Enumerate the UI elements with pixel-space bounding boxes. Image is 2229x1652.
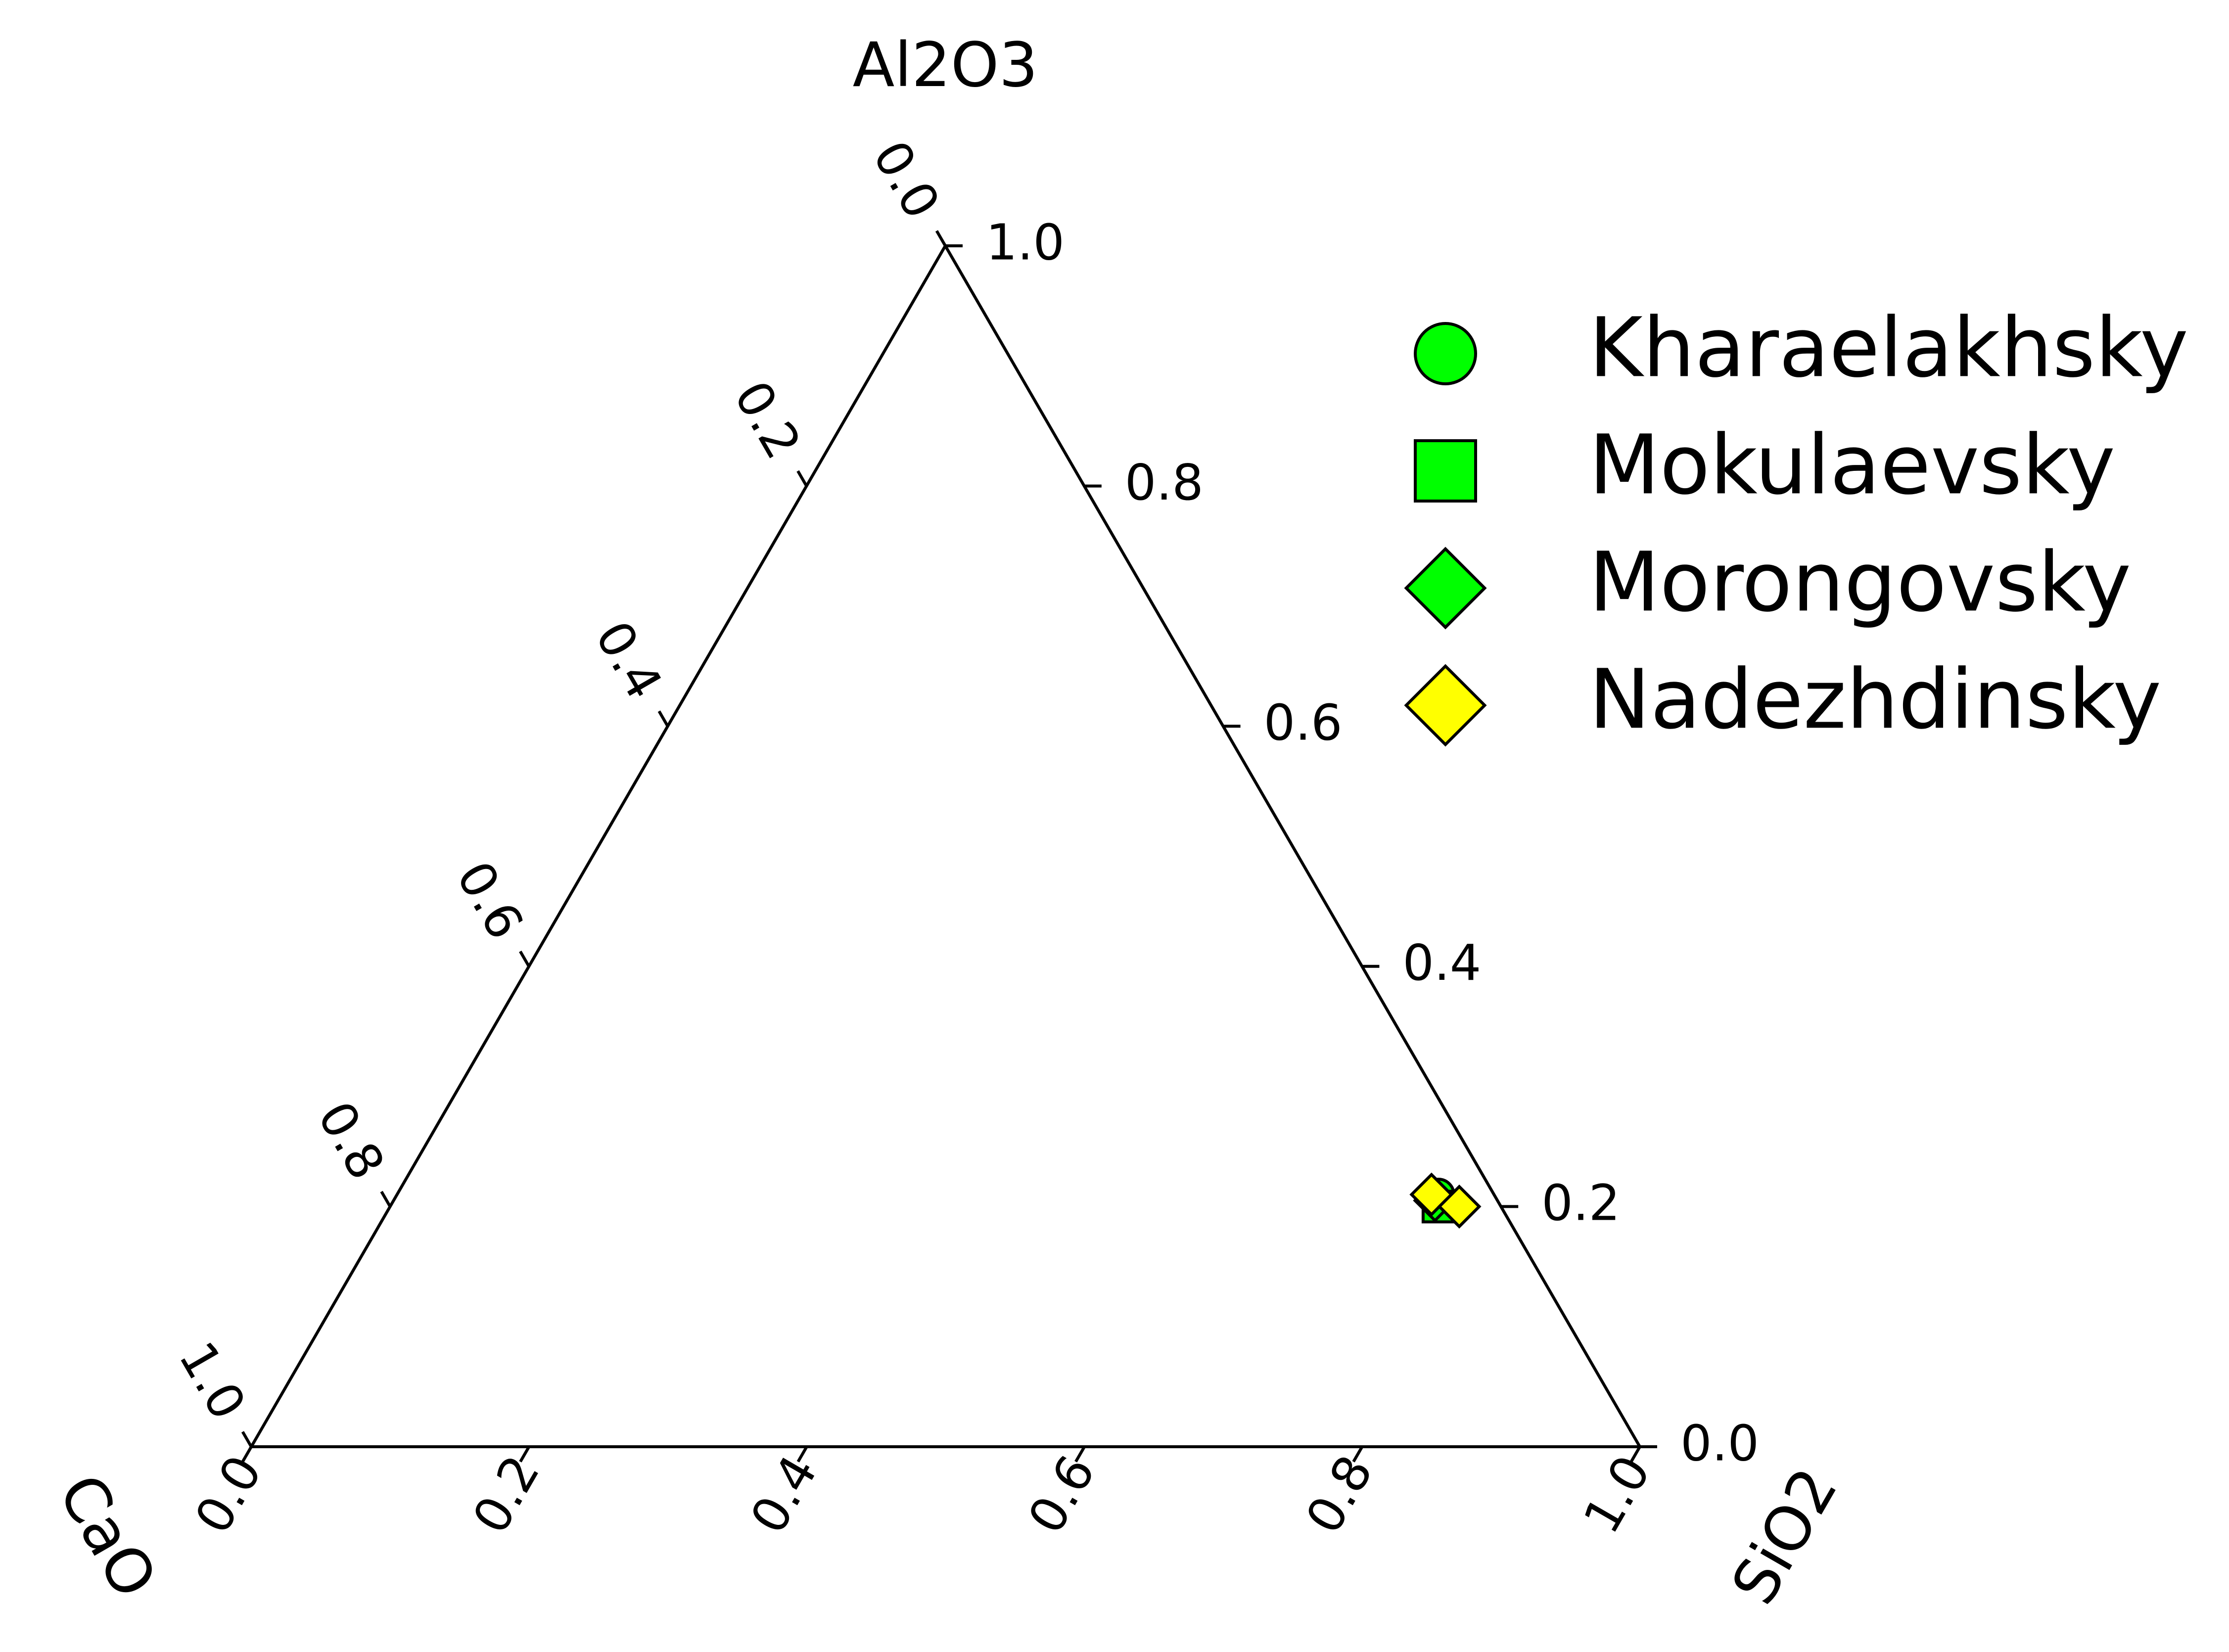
legend-label: Mokulaevsky [1589,417,2115,513]
bottom-axis-tick [1074,1446,1086,1463]
left-axis-tick [519,950,530,967]
left-axis-tick-label: 0.6 [445,852,535,949]
left-axis-tick [935,230,947,247]
bottom-axis-tick [241,1446,253,1463]
points-layer [1409,1172,1482,1229]
left-axis-tick [380,1191,392,1207]
right-axis-tick-label: 0.8 [1125,454,1204,511]
bottom-axis-tick-label: 0.2 [462,1446,551,1543]
left-axis-tick [657,710,669,727]
bottom-axis-tick [1352,1446,1364,1463]
left-axis-tick-label: 1.0 [168,1332,257,1429]
right-axis-tick-label: 0.4 [1402,934,1481,992]
right-axis-tick-label: 0.6 [1264,694,1343,752]
left-axis-tick-label: 0.0 [862,131,951,228]
right-axis-tick-label: 1.0 [986,213,1065,271]
triangle-frame [248,243,1643,1448]
left-axis-tick [241,1431,253,1448]
bottom-axis-tick-label: 0.4 [739,1446,829,1543]
legend-marker-mokulaevsky [1414,439,1477,503]
bottom-axis-tick [1629,1446,1641,1463]
data-point-nadezhdinsky [1437,1184,1482,1229]
right-axis-tick-label: 0.0 [1680,1414,1759,1472]
axes-layer: 0.0 0.2 0.4 0.6 0.8 1.0 0.0 0.2 0.4 0.6 0.8 1.0 0.0 0… [44,30,1852,1616]
bottom-axis-tick-label: 0.0 [184,1446,273,1543]
bottom-axis-tick [519,1446,530,1463]
left-axis-tick-label: 0.4 [584,612,674,709]
left-axis-tick-label: 0.2 [723,371,812,468]
axis-title-al2o3: Al2O3 [853,30,1038,101]
left-axis-tick-label: 0.8 [306,1092,396,1189]
bottom-axis-tick-label: 0.6 [1017,1446,1107,1543]
legend: Kharaelakhsky Mokulaevsky Morongovsky Nadez… [1404,300,2188,747]
bottom-axis-tick-label: 0.8 [1295,1446,1384,1543]
legend-marker-nadezhdinsky [1404,664,1487,747]
bottom-axis-tick [796,1446,808,1463]
right-axis-tick-label: 0.2 [1541,1174,1620,1232]
legend-marker-kharaelakhsky [1414,322,1477,385]
axis-title-cao: CaO [44,1463,170,1609]
legend-label: Nadezhdinsky [1589,652,2161,747]
legend-marker-morongovsky [1404,547,1487,630]
data-point-nadezhdinsky [1409,1172,1454,1217]
legend-label: Morongovsky [1589,535,2131,630]
legend-label: Kharaelakhsky [1589,300,2188,396]
axis-title-sio2: SiO2 [1718,1457,1852,1616]
left-axis-tick [796,470,808,487]
bottom-axis-tick-label: 1.0 [1572,1446,1662,1543]
